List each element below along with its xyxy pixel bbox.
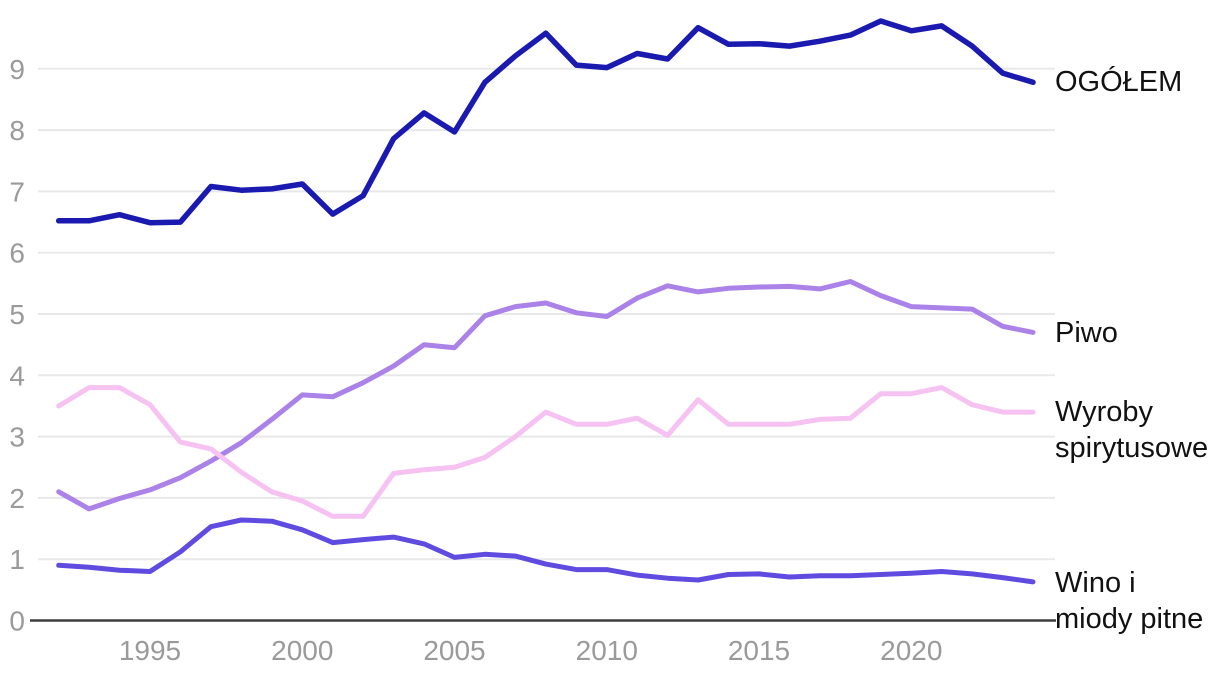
y-tick-label-2: 2 — [9, 483, 25, 514]
series-label-wino-line1: Wino i — [1055, 567, 1136, 599]
series-line-wyroby-spirytusowe — [56, 385, 1036, 519]
x-tick-label-2020: 2020 — [880, 635, 942, 666]
series-label-ogolem-line1: OGÓŁEM — [1055, 66, 1183, 98]
y-tick-label-8: 8 — [9, 115, 25, 146]
y-tick-label-9: 9 — [9, 54, 25, 85]
y-tick-label-0: 0 — [9, 606, 25, 637]
series-label-wyroby-line2: spirytusowe — [1055, 432, 1209, 464]
series-label-ogolem: OGÓŁEM — [1055, 64, 1182, 100]
series-label-wyroby-line1: Wyroby — [1055, 396, 1154, 428]
y-tick-label-5: 5 — [9, 299, 25, 330]
x-tick-label-1995: 1995 — [119, 635, 181, 666]
x-tick-label-2010: 2010 — [576, 635, 638, 666]
series-line-ogolem — [55, 18, 1036, 226]
y-tick-label-3: 3 — [9, 422, 25, 453]
y-tick-label-1: 1 — [9, 544, 25, 575]
x-tick-label-2000: 2000 — [271, 635, 333, 666]
y-tick-label-4: 4 — [9, 360, 25, 391]
series-label-piwo: Piwo — [1055, 315, 1118, 351]
y-tick-label-7: 7 — [9, 176, 25, 207]
series-line-wino-i-miody-pitne — [56, 517, 1036, 585]
x-tick-label-2005: 2005 — [423, 635, 485, 666]
y-tick-label-6: 6 — [9, 238, 25, 269]
x-tick-label-2015: 2015 — [728, 635, 790, 666]
series-label-wyroby-spirytusowe: Wyroby spirytusowe — [1055, 394, 1208, 466]
series-label-wino-i-miody-pitne: Wino i miody pitne — [1055, 565, 1203, 637]
series-label-wino-line2: miody pitne — [1055, 603, 1204, 635]
series-label-piwo-line1: Piwo — [1055, 317, 1118, 349]
